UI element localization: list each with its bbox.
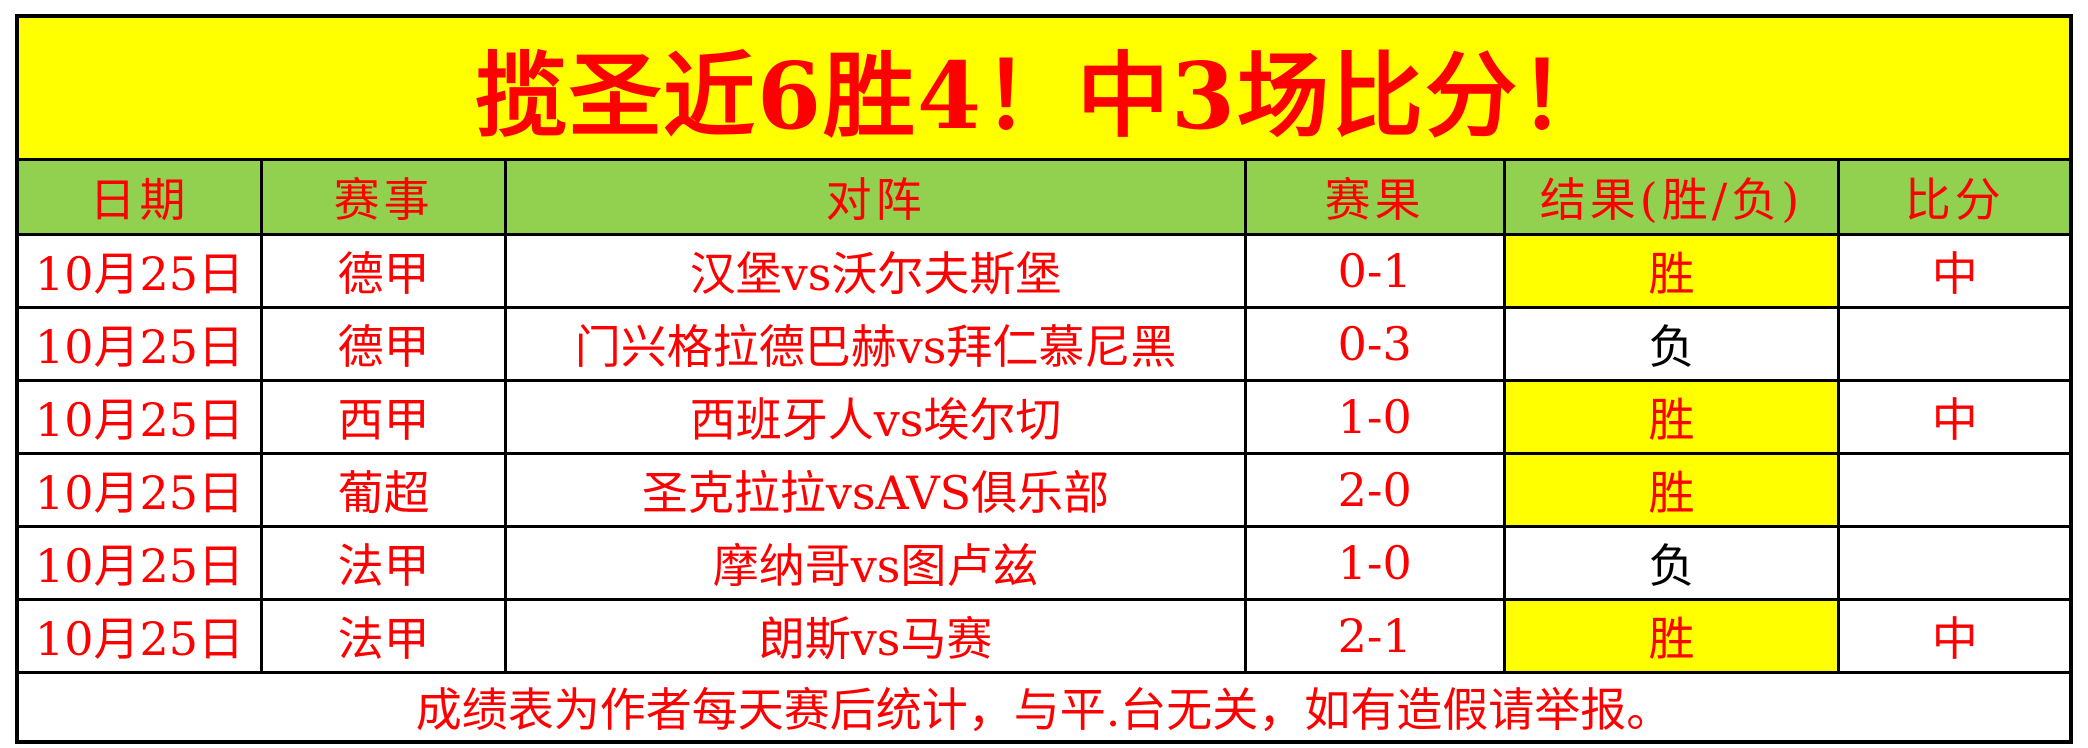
column-header-date: 日期 xyxy=(15,158,263,236)
date-cell: 10月25日 xyxy=(15,525,263,601)
column-header-league: 赛事 xyxy=(259,158,508,236)
table-row: 10月25日 西甲 西班牙人vs埃尔切 1-0 胜 中 xyxy=(15,379,2073,455)
result-cell: 负 xyxy=(1502,306,1841,382)
score-cell: 1-0 xyxy=(1243,525,1506,601)
league-cell: 法甲 xyxy=(259,598,508,674)
matchup-cell: 西班牙人vs埃尔切 xyxy=(504,379,1247,455)
matchup-cell: 汉堡vs沃尔夫斯堡 xyxy=(504,233,1247,309)
footer-note: 成绩表为作者每天赛后统计，与平.台无关，如有造假请举报。 xyxy=(15,671,2073,744)
league-cell: 德甲 xyxy=(259,306,508,382)
league-cell: 德甲 xyxy=(259,233,508,309)
hit-cell xyxy=(1837,525,2073,601)
matchup-cell: 圣克拉拉vsAVS俱乐部 xyxy=(504,452,1247,528)
table-header-row: 日期 赛事 对阵 赛果 结果(胜/负) 比分 xyxy=(15,158,2073,236)
score-cell: 0-3 xyxy=(1243,306,1506,382)
column-header-matchup: 对阵 xyxy=(504,158,1247,236)
table-row: 10月25日 葡超 圣克拉拉vsAVS俱乐部 2-0 胜 xyxy=(15,452,2073,528)
score-cell: 0-1 xyxy=(1243,233,1506,309)
column-header-score: 赛果 xyxy=(1243,158,1506,236)
league-cell: 葡超 xyxy=(259,452,508,528)
result-cell: 胜 xyxy=(1502,598,1841,674)
score-cell: 2-1 xyxy=(1243,598,1506,674)
score-cell: 2-0 xyxy=(1243,452,1506,528)
result-cell: 负 xyxy=(1502,525,1841,601)
score-cell: 1-0 xyxy=(1243,379,1506,455)
result-cell: 胜 xyxy=(1502,452,1841,528)
hit-cell: 中 xyxy=(1837,598,2073,674)
hit-cell: 中 xyxy=(1837,233,2073,309)
table-row: 10月25日 德甲 汉堡vs沃尔夫斯堡 0-1 胜 中 xyxy=(15,233,2073,309)
matchup-cell: 摩纳哥vs图卢兹 xyxy=(504,525,1247,601)
date-cell: 10月25日 xyxy=(15,452,263,528)
page-title: 揽圣近6胜4！中3场比分！ xyxy=(15,14,2073,161)
result-cell: 胜 xyxy=(1502,379,1841,455)
table-row: 10月25日 法甲 朗斯vs马赛 2-1 胜 中 xyxy=(15,598,2073,674)
result-cell: 胜 xyxy=(1502,233,1841,309)
title-banner: 揽圣近6胜4！中3场比分！ xyxy=(15,14,2073,161)
date-cell: 10月25日 xyxy=(15,598,263,674)
matchup-cell: 朗斯vs马赛 xyxy=(504,598,1247,674)
date-cell: 10月25日 xyxy=(15,306,263,382)
matchup-cell: 门兴格拉德巴赫vs拜仁慕尼黑 xyxy=(504,306,1247,382)
date-cell: 10月25日 xyxy=(15,233,263,309)
league-cell: 西甲 xyxy=(259,379,508,455)
results-table: 揽圣近6胜4！中3场比分！ 日期 赛事 对阵 赛果 结果(胜/负) 比分 10月… xyxy=(15,14,2073,744)
league-cell: 法甲 xyxy=(259,525,508,601)
hit-cell: 中 xyxy=(1837,379,2073,455)
hit-cell xyxy=(1837,306,2073,382)
column-header-hit: 比分 xyxy=(1837,158,2073,236)
column-header-result: 结果(胜/负) xyxy=(1502,158,1841,236)
footer-row: 成绩表为作者每天赛后统计，与平.台无关，如有造假请举报。 xyxy=(15,671,2073,744)
date-cell: 10月25日 xyxy=(15,379,263,455)
table-row: 10月25日 德甲 门兴格拉德巴赫vs拜仁慕尼黑 0-3 负 xyxy=(15,306,2073,382)
hit-cell xyxy=(1837,452,2073,528)
table-row: 10月25日 法甲 摩纳哥vs图卢兹 1-0 负 xyxy=(15,525,2073,601)
